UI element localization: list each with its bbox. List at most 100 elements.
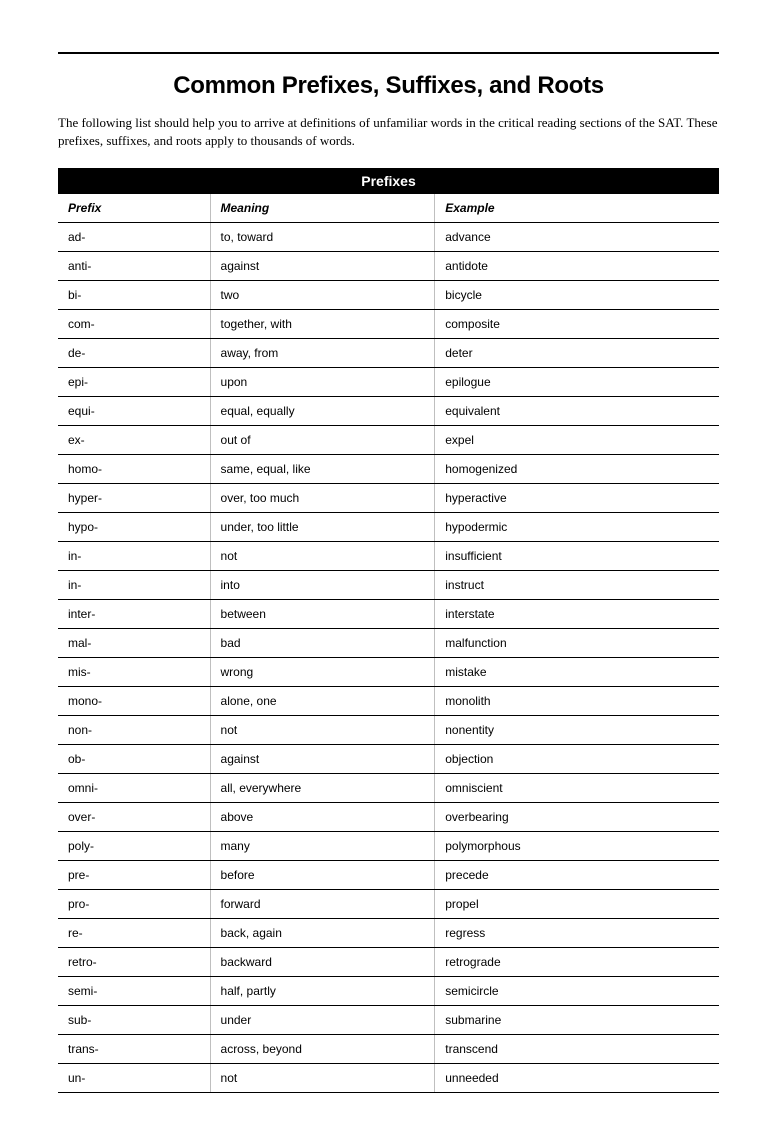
table-row: re-back, againregress <box>58 919 719 948</box>
cell-prefix: poly- <box>58 832 210 861</box>
cell-prefix: equi- <box>58 397 210 426</box>
cell-example: submarine <box>435 1006 719 1035</box>
cell-example: homogenized <box>435 455 719 484</box>
table-heading: Prefixes <box>58 168 719 194</box>
table-row: non-notnonentity <box>58 716 719 745</box>
cell-prefix: inter- <box>58 600 210 629</box>
cell-example: transcend <box>435 1035 719 1064</box>
prefixes-table-wrapper: Prefixes Prefix Meaning Example ad-to, t… <box>58 168 719 1093</box>
table-body: ad-to, towardadvanceanti-againstantidote… <box>58 223 719 1093</box>
cell-example: polymorphous <box>435 832 719 861</box>
cell-prefix: pre- <box>58 861 210 890</box>
prefixes-table: Prefix Meaning Example ad-to, towardadva… <box>58 194 719 1093</box>
cell-prefix: mono- <box>58 687 210 716</box>
column-header-example: Example <box>435 194 719 223</box>
cell-prefix: over- <box>58 803 210 832</box>
cell-example: hyperactive <box>435 484 719 513</box>
table-row: sub-undersubmarine <box>58 1006 719 1035</box>
cell-prefix: bi- <box>58 281 210 310</box>
table-row: hypo-under, too littlehypodermic <box>58 513 719 542</box>
cell-meaning: above <box>210 803 435 832</box>
cell-prefix: mis- <box>58 658 210 687</box>
table-row: retro-backwardretrograde <box>58 948 719 977</box>
cell-meaning: across, beyond <box>210 1035 435 1064</box>
cell-meaning: forward <box>210 890 435 919</box>
cell-prefix: in- <box>58 542 210 571</box>
cell-meaning: bad <box>210 629 435 658</box>
cell-meaning: many <box>210 832 435 861</box>
cell-example: malfunction <box>435 629 719 658</box>
cell-meaning: backward <box>210 948 435 977</box>
cell-meaning: to, toward <box>210 223 435 252</box>
cell-prefix: ex- <box>58 426 210 455</box>
cell-meaning: between <box>210 600 435 629</box>
cell-prefix: non- <box>58 716 210 745</box>
cell-example: antidote <box>435 252 719 281</box>
cell-meaning: against <box>210 252 435 281</box>
cell-example: deter <box>435 339 719 368</box>
cell-example: overbearing <box>435 803 719 832</box>
cell-prefix: de- <box>58 339 210 368</box>
cell-meaning: two <box>210 281 435 310</box>
cell-example: monolith <box>435 687 719 716</box>
cell-meaning: wrong <box>210 658 435 687</box>
cell-prefix: semi- <box>58 977 210 1006</box>
cell-meaning: out of <box>210 426 435 455</box>
cell-prefix: omni- <box>58 774 210 803</box>
cell-prefix: hypo- <box>58 513 210 542</box>
cell-meaning: into <box>210 571 435 600</box>
cell-example: retrograde <box>435 948 719 977</box>
cell-meaning: over, too much <box>210 484 435 513</box>
cell-example: instruct <box>435 571 719 600</box>
page-title: Common Prefixes, Suffixes, and Roots <box>58 72 719 100</box>
table-header-row: Prefix Meaning Example <box>58 194 719 223</box>
table-row: de-away, fromdeter <box>58 339 719 368</box>
table-row: semi-half, partlysemicircle <box>58 977 719 1006</box>
cell-meaning: against <box>210 745 435 774</box>
cell-example: regress <box>435 919 719 948</box>
cell-meaning: same, equal, like <box>210 455 435 484</box>
top-horizontal-rule <box>58 52 719 54</box>
table-row: homo-same, equal, likehomogenized <box>58 455 719 484</box>
cell-example: precede <box>435 861 719 890</box>
cell-example: equivalent <box>435 397 719 426</box>
table-row: omni-all, everywhereomniscient <box>58 774 719 803</box>
cell-meaning: back, again <box>210 919 435 948</box>
cell-example: insufficient <box>435 542 719 571</box>
table-row: ad-to, towardadvance <box>58 223 719 252</box>
cell-meaning: half, partly <box>210 977 435 1006</box>
cell-prefix: homo- <box>58 455 210 484</box>
cell-example: epilogue <box>435 368 719 397</box>
cell-meaning: not <box>210 716 435 745</box>
cell-meaning: equal, equally <box>210 397 435 426</box>
cell-prefix: in- <box>58 571 210 600</box>
table-row: bi-twobicycle <box>58 281 719 310</box>
cell-prefix: ob- <box>58 745 210 774</box>
cell-meaning: not <box>210 542 435 571</box>
cell-prefix: epi- <box>58 368 210 397</box>
table-row: in-notinsufficient <box>58 542 719 571</box>
table-row: hyper-over, too muchhyperactive <box>58 484 719 513</box>
cell-example: unneeded <box>435 1064 719 1093</box>
cell-meaning: all, everywhere <box>210 774 435 803</box>
cell-example: expel <box>435 426 719 455</box>
cell-meaning: together, with <box>210 310 435 339</box>
cell-prefix: pro- <box>58 890 210 919</box>
cell-prefix: anti- <box>58 252 210 281</box>
cell-meaning: alone, one <box>210 687 435 716</box>
table-row: trans-across, beyondtranscend <box>58 1035 719 1064</box>
cell-example: semicircle <box>435 977 719 1006</box>
table-row: poly-manypolymorphous <box>58 832 719 861</box>
table-row: equi-equal, equallyequivalent <box>58 397 719 426</box>
cell-example: objection <box>435 745 719 774</box>
table-row: mis-wrongmistake <box>58 658 719 687</box>
cell-prefix: re- <box>58 919 210 948</box>
table-row: pro-forwardpropel <box>58 890 719 919</box>
cell-meaning: not <box>210 1064 435 1093</box>
cell-meaning: before <box>210 861 435 890</box>
cell-example: hypodermic <box>435 513 719 542</box>
table-row: com-together, withcomposite <box>58 310 719 339</box>
cell-example: composite <box>435 310 719 339</box>
table-row: inter-betweeninterstate <box>58 600 719 629</box>
cell-prefix: trans- <box>58 1035 210 1064</box>
